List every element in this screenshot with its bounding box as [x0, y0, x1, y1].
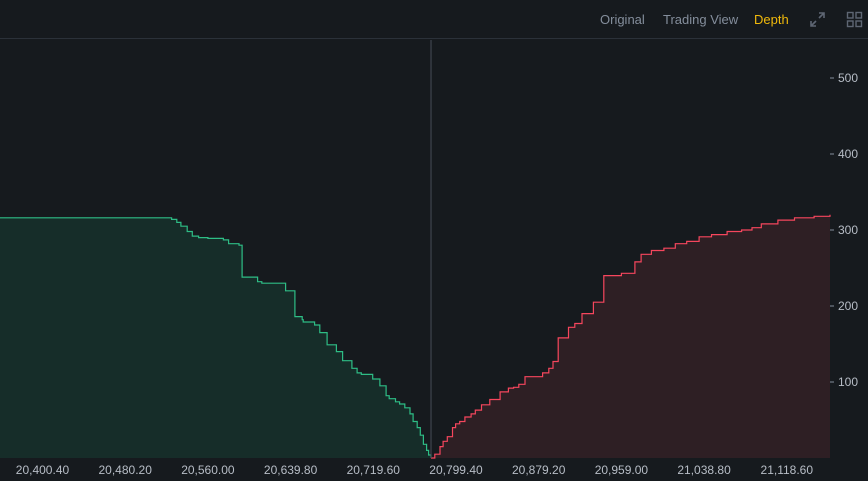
- grid-layout-icon[interactable]: [846, 11, 863, 28]
- x-tick-label: 20,480.20: [98, 463, 152, 477]
- x-tick-label: 20,560.00: [181, 463, 235, 477]
- x-tick-label: 21,038.80: [677, 463, 731, 477]
- series-layer: [0, 214, 831, 459]
- y-tick-label: 400: [838, 147, 858, 161]
- ask-depth-area: [431, 214, 830, 458]
- ask-depth-line: [431, 214, 831, 459]
- tab-depth[interactable]: Depth: [754, 12, 789, 27]
- y-tick-label: 300: [838, 223, 858, 237]
- x-tick-label: 20,400.40: [16, 463, 70, 477]
- x-tick-label: 20,799.40: [429, 463, 483, 477]
- x-tick-label: 20,639.80: [264, 463, 318, 477]
- tab-original[interactable]: Original: [600, 12, 645, 27]
- tab-trading-view[interactable]: Trading View: [663, 12, 739, 27]
- chart-toolbar: Original Trading View Depth: [0, 0, 868, 39]
- bid-depth-area: [0, 217, 431, 458]
- x-tick-label: 21,118.60: [761, 463, 814, 477]
- x-axis: 20,400.40 20,480.20 20,560.00 20,639.80 20,7…: [16, 463, 814, 477]
- x-tick-label: 20,959.00: [595, 463, 649, 477]
- x-tick-label: 20,879.20: [512, 463, 566, 477]
- x-tick-label: 20,719.60: [347, 463, 401, 477]
- y-axis: 100 200 300 400 500: [830, 71, 858, 389]
- y-tick-label: 100: [838, 375, 858, 389]
- y-tick-label: 500: [838, 71, 858, 85]
- expand-icon[interactable]: [809, 11, 826, 28]
- y-tick-label: 200: [838, 299, 858, 313]
- bid-depth-line: [0, 217, 432, 458]
